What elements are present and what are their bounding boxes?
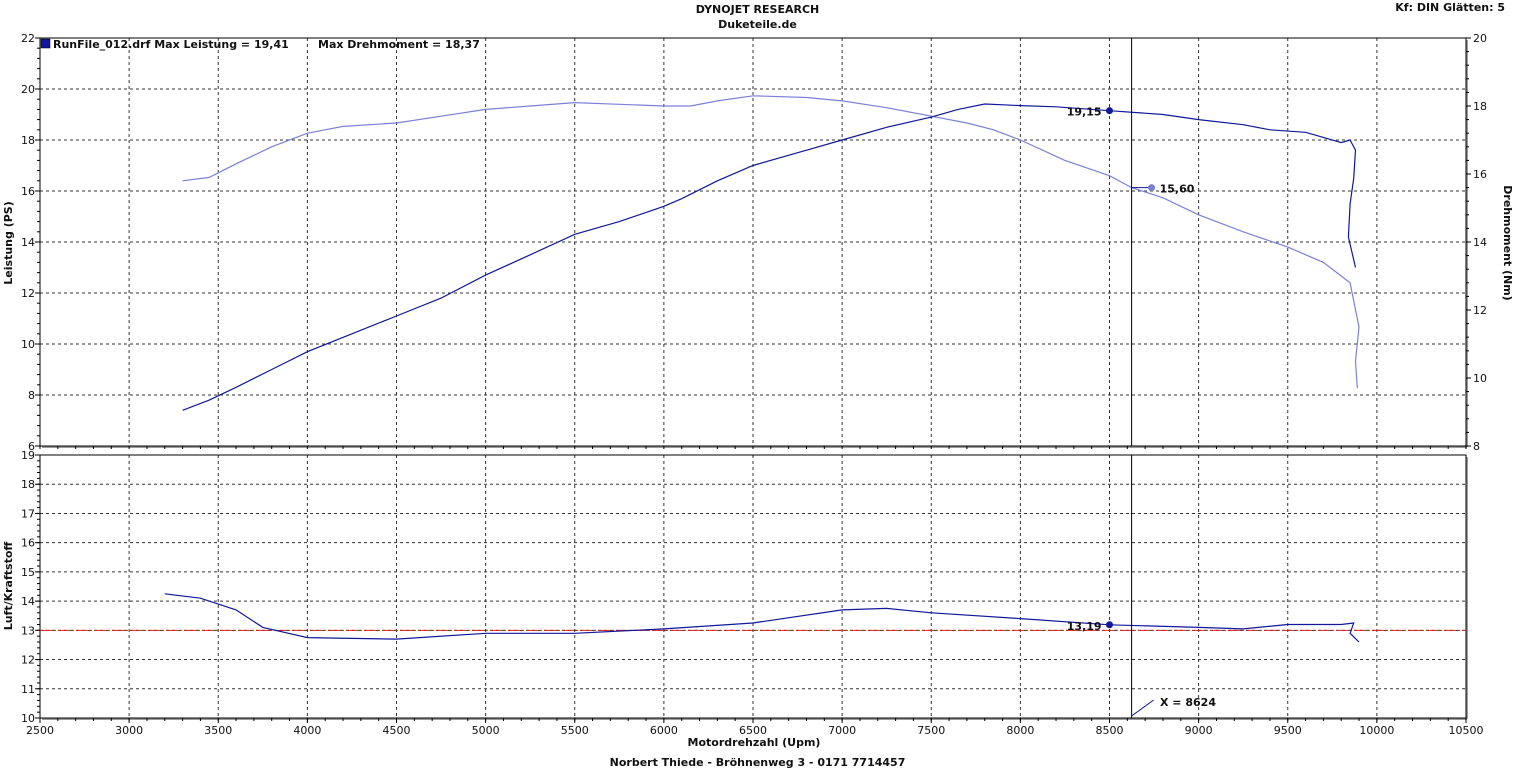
legend-swatch <box>40 38 51 49</box>
x-tick-label: 10000 <box>1359 724 1394 737</box>
bottom-grid: 2500 3000 3500 4000 4500 5000 5500 6000 6500 7000… <box>21 449 1484 737</box>
y-axis-label-left: Leistung (PS) <box>2 201 15 284</box>
x-tick-label: 7000 <box>828 724 856 737</box>
x-tick-label: 10500 <box>1449 724 1484 737</box>
x-tick-label: 4500 <box>383 724 411 737</box>
cursor-pointer <box>1131 699 1154 717</box>
chart-title: DYNOJET RESEARCH <box>695 3 820 16</box>
legend-torque-max: Max Drehmoment = 18,37 <box>318 38 480 51</box>
x-tick-label: 9500 <box>1274 724 1302 737</box>
legend-label: RunFile_012.drf Max Leistung = 19,41 <box>53 38 289 51</box>
y2-tick-label: 16 <box>1473 168 1487 181</box>
y-tick-label: 17 <box>21 507 35 520</box>
y-tick-label: 12 <box>21 287 35 300</box>
power-marker <box>1106 107 1113 115</box>
x-tick-label: 4000 <box>293 724 321 737</box>
y-tick-label: 18 <box>21 478 35 491</box>
power-series-line <box>182 103 1357 411</box>
y-tick-label: 14 <box>21 236 35 249</box>
y-tick-label: 8 <box>28 389 35 402</box>
afr-marker-label: 13,19 <box>1067 620 1102 633</box>
torque-marker-label: 15,60 <box>1160 183 1195 196</box>
y-tick-label: 13 <box>21 624 35 637</box>
y2-tick-label: 10 <box>1473 372 1487 385</box>
torque-series-line <box>182 95 1360 389</box>
y2-tick-label: 20 <box>1473 32 1487 45</box>
afr-marker <box>1106 621 1113 629</box>
y-tick-label: 14 <box>21 595 35 608</box>
x-tick-label: 8000 <box>1006 724 1034 737</box>
y-tick-label: 10 <box>21 338 35 351</box>
y-tick-label: 16 <box>21 537 35 550</box>
top-grid: 6 8 10 12 14 16 18 20 22 8 10 12 14 16 18 20 <box>21 32 1487 453</box>
top-plot-frame <box>39 37 1467 447</box>
afr-series-line <box>164 593 1360 643</box>
x-tick-label: 3500 <box>204 724 232 737</box>
torque-marker <box>1148 184 1156 192</box>
y-tick-label: 18 <box>21 134 35 147</box>
x-tick-label: 5500 <box>561 724 589 737</box>
y-tick-label: 22 <box>21 32 35 45</box>
x-axis-label: Motordrehzahl (Upm) <box>688 736 821 749</box>
x-tick-label: 3000 <box>115 724 143 737</box>
x-tick-label: 9000 <box>1185 724 1213 737</box>
power-marker-label: 19,15 <box>1067 106 1102 119</box>
y-axis-label-afr: Luft/Kraftstoff <box>2 542 15 631</box>
y-axis-label-right: Drehmoment (Nm) <box>1501 185 1514 300</box>
y-tick-label: 12 <box>21 654 35 667</box>
settings-label: Kf: DIN Glätten: 5 <box>1395 1 1505 14</box>
y-tick-label: 6 <box>28 440 35 453</box>
bottom-plot-frame <box>39 454 1467 719</box>
y2-tick-label: 18 <box>1473 100 1487 113</box>
chart-labels: RunFile_012.drf Max Leistung = 19,41 Max… <box>2 38 1514 749</box>
y2-tick-label: 8 <box>1473 440 1480 453</box>
x-tick-label: 8500 <box>1096 724 1124 737</box>
x-tick-label: 2500 <box>26 724 54 737</box>
y-tick-label: 11 <box>21 683 35 696</box>
cursor-readout: X = 8624 <box>1160 696 1216 709</box>
x-tick-label: 7500 <box>917 724 945 737</box>
chart-subtitle: Duketeile.de <box>718 18 797 31</box>
y-tick-label: 20 <box>21 83 35 96</box>
y-tick-label: 19 <box>21 449 35 462</box>
x-tick-label: 5000 <box>472 724 500 737</box>
x-tick-label: 6500 <box>739 724 767 737</box>
y2-tick-label: 12 <box>1473 304 1487 317</box>
y2-tick-label: 14 <box>1473 236 1487 249</box>
chart-marks: 19,15 15,60 13,19 <box>40 38 1466 718</box>
y-tick-label: 10 <box>21 712 35 725</box>
y-tick-label: 16 <box>21 185 35 198</box>
footer-text: Norbert Thiede - Bröhnenweg 3 - 0171 771… <box>609 756 906 769</box>
x-tick-label: 6000 <box>650 724 678 737</box>
y-tick-label: 15 <box>21 566 35 579</box>
